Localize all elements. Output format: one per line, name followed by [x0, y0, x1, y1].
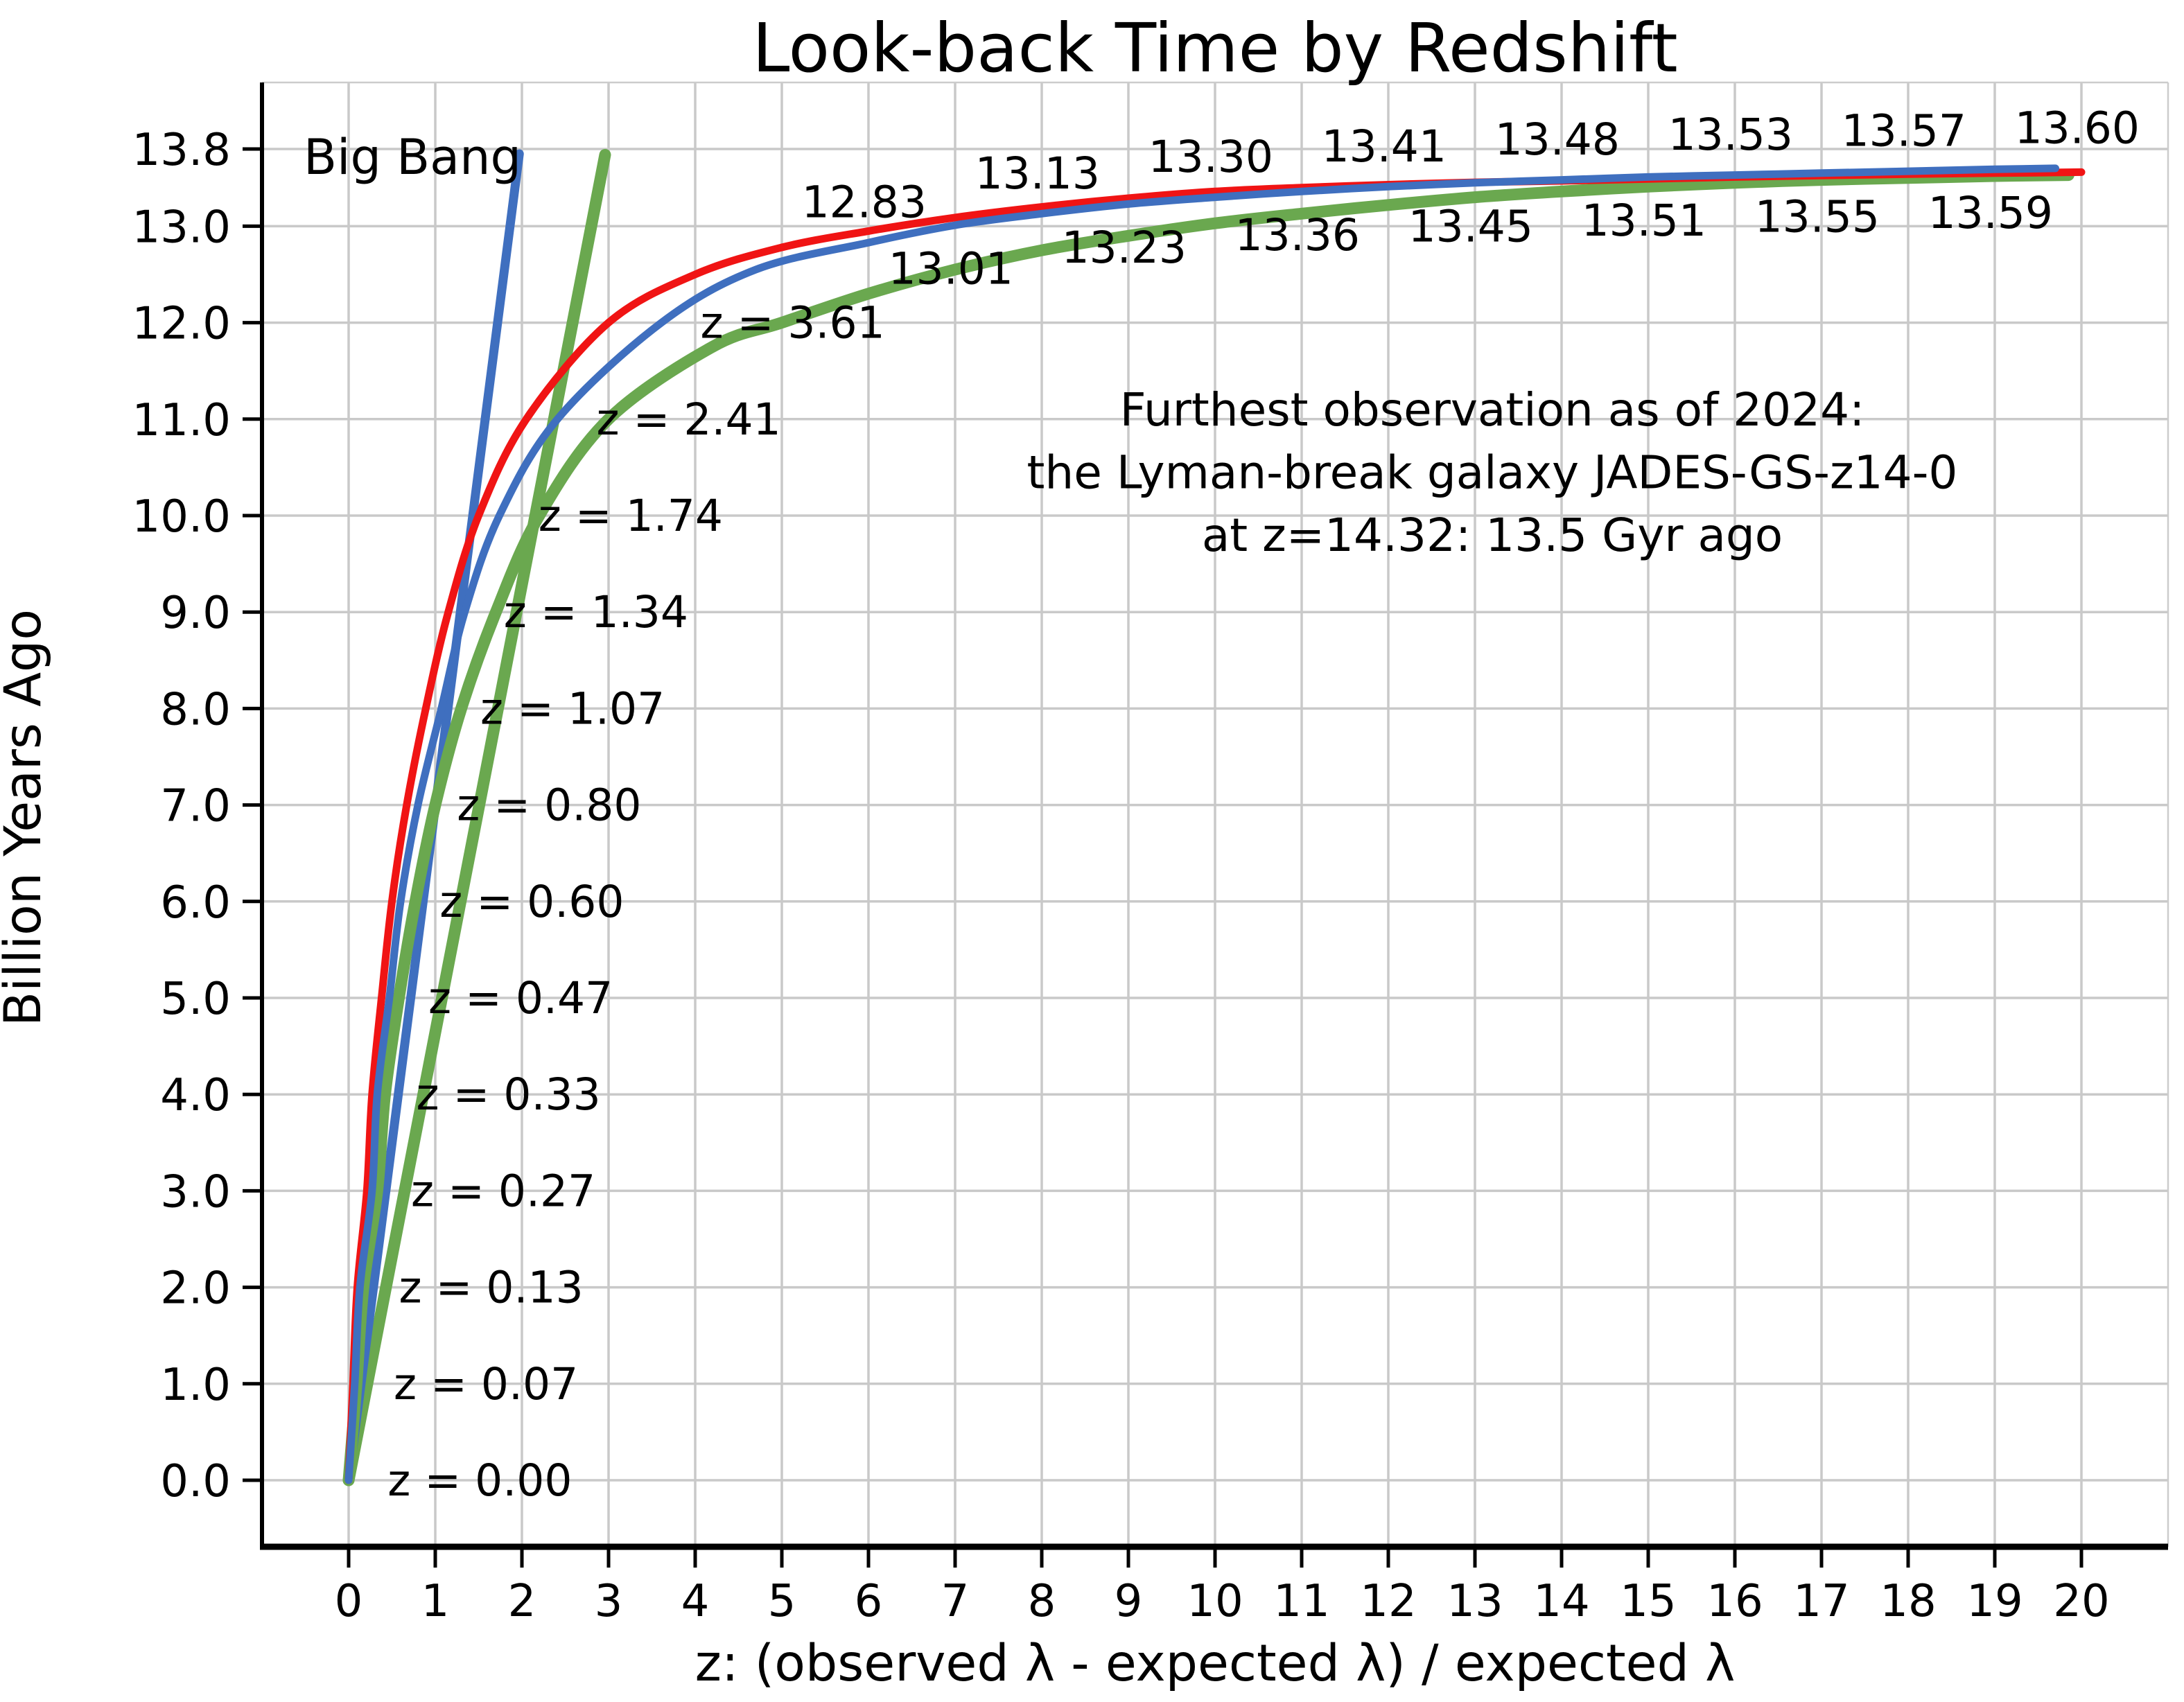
x-tick-label: 0	[335, 1576, 363, 1627]
x-tick-label: 13	[1447, 1576, 1503, 1627]
lookback-value-label: 13.60	[2015, 103, 2140, 153]
redshift-at-gyr-label: z = 0.07	[394, 1359, 578, 1410]
x-tick-label: 11	[1273, 1576, 1329, 1627]
lookback-value-label: 13.59	[1928, 188, 2053, 238]
redshift-at-gyr-label: z = 0.00	[387, 1455, 572, 1506]
x-tick-label: 14	[1533, 1576, 1589, 1627]
x-tick-label: 17	[1793, 1576, 1849, 1627]
x-tick-label: 2	[508, 1576, 536, 1627]
lookback-value-label: 13.45	[1408, 201, 1533, 252]
lookback-value-label: 13.41	[1322, 121, 1447, 172]
x-tick-label: 8	[1028, 1576, 1056, 1627]
y-tick-label: 6.0	[160, 877, 231, 929]
redshift-at-gyr-label: z = 0.47	[428, 973, 613, 1024]
x-tick-label: 7	[941, 1576, 970, 1627]
lookback-value-label: 13.36	[1235, 210, 1360, 261]
redshift-at-gyr-label: z = 0.13	[399, 1263, 584, 1313]
redshift-at-gyr-label: z = 0.60	[439, 877, 624, 927]
y-tick-label: 7.0	[160, 781, 231, 832]
redshift-at-gyr-label: z = 2.41	[597, 394, 781, 445]
chart-title: Look-back Time by Redshift	[752, 9, 1677, 87]
annotations-layer: 12.83 13.13 13.30 13.41 13.48 13.53 13.57 13.60…	[304, 103, 2140, 1506]
x-axis-label: z: (observed λ - expected λ) / expected …	[695, 1634, 1736, 1693]
lookback-value-label: 13.53	[1668, 109, 1793, 160]
redshift-at-gyr-label: z = 1.74	[539, 491, 723, 541]
x-tick-label: 12	[1360, 1576, 1416, 1627]
lookback-value-label: 13.51	[1582, 195, 1706, 246]
furthest-observation-note: the Lyman-break galaxy JADES-GS-z14-0	[1027, 446, 1958, 499]
redshift-at-gyr-label: z = 0.27	[411, 1166, 595, 1216]
y-axis-label: Billion Years Ago	[0, 609, 53, 1026]
x-tick-label: 15	[1620, 1576, 1676, 1627]
big-bang-label: Big Bang	[304, 129, 521, 186]
x-tick-label: 16	[1706, 1576, 1763, 1627]
y-tick-label: 13.8	[132, 125, 231, 176]
y-tick-label: 3.0	[160, 1166, 231, 1218]
y-tick-label: 5.0	[160, 974, 231, 1025]
lookback-value-label: 13.30	[1148, 132, 1273, 182]
y-tick-label: 13.0	[132, 202, 231, 253]
furthest-observation-note: Furthest observation as of 2024:	[1120, 383, 1865, 437]
redshift-at-gyr-label: z = 3.61	[701, 298, 885, 349]
lookback-value-label: 13.13	[975, 148, 1100, 199]
axis-layer: 0 1 2 3 4 5 6 7 8 9 10 11 12 13 14 15 16 17 18 19 200.01.02.…	[132, 81, 2169, 1627]
y-tick-label: 9.0	[160, 588, 231, 639]
lookback-value-label: 13.57	[1842, 106, 1966, 157]
lookback-value-label: 13.23	[1062, 222, 1187, 273]
lookback-value-label: 13.01	[889, 244, 1013, 295]
furthest-observation-note: at z=14.32: 13.5 Gyr ago	[1202, 509, 1783, 562]
y-tick-label: 10.0	[132, 491, 231, 543]
y-tick-label: 1.0	[160, 1360, 231, 1411]
x-tick-label: 9	[1115, 1576, 1143, 1627]
lookback-value-label: 12.83	[802, 177, 927, 228]
x-tick-label: 6	[855, 1576, 883, 1627]
y-tick-label: 4.0	[160, 1070, 231, 1121]
curves-layer	[342, 148, 2086, 1486]
redshift-at-gyr-label: z = 1.07	[480, 683, 665, 734]
lookback-value-label: 13.48	[1495, 114, 1620, 165]
blue-curve	[344, 164, 2059, 1484]
redshift-at-gyr-label: z = 0.80	[457, 780, 641, 831]
x-tick-label: 20	[2053, 1576, 2109, 1627]
green-curve	[342, 169, 2074, 1486]
y-tick-label: 11.0	[132, 395, 231, 446]
y-tick-label: 8.0	[160, 684, 231, 735]
redshift-at-gyr-label: z = 0.33	[417, 1069, 601, 1120]
y-tick-label: 12.0	[132, 299, 231, 350]
lookback-value-label: 13.55	[1755, 191, 1880, 242]
x-tick-label: 1	[421, 1576, 450, 1627]
redshift-at-gyr-label: z = 1.34	[504, 587, 688, 638]
x-tick-label: 19	[1966, 1576, 2023, 1627]
x-tick-label: 4	[681, 1576, 710, 1627]
x-tick-label: 18	[1880, 1576, 1936, 1627]
y-tick-label: 2.0	[160, 1263, 231, 1315]
x-tick-label: 10	[1187, 1576, 1243, 1627]
x-tick-label: 5	[768, 1576, 796, 1627]
y-tick-label: 0.0	[160, 1456, 231, 1507]
x-tick-label: 3	[595, 1576, 623, 1627]
